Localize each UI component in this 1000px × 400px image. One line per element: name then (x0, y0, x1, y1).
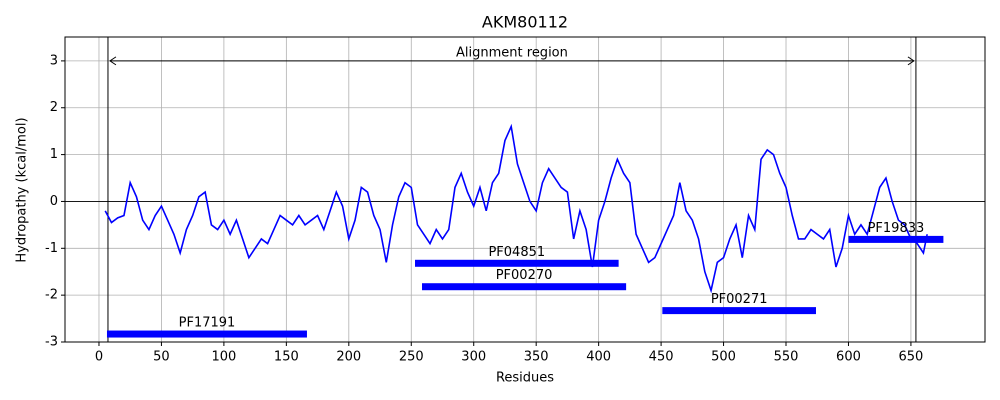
x-axis-label: Residues (496, 371, 554, 386)
y-tick-label: 0 (50, 194, 58, 209)
x-tick-label: 300 (461, 350, 486, 365)
x-tick-label: 150 (274, 350, 299, 365)
domain-label: PF00270 (496, 268, 553, 283)
domain-label: PF04851 (488, 245, 545, 260)
y-axis-label: Hydropathy (kcal/mol) (15, 117, 30, 262)
x-tick-label: 350 (524, 350, 549, 365)
chart-title: AKM80112 (482, 13, 568, 32)
domain-bar (106, 330, 307, 338)
plot-frame (64, 36, 986, 343)
x-tick-label: 500 (711, 350, 736, 365)
x-tick-label: 550 (774, 350, 799, 365)
x-tick-label: 100 (211, 350, 236, 365)
alignment-label: Alignment region (456, 45, 568, 60)
x-tick-label: 400 (586, 350, 611, 365)
x-tick-label: 0 (95, 350, 103, 365)
domain-label: PF00271 (711, 292, 768, 307)
x-tick-label: 200 (336, 350, 361, 365)
y-tick-label: 1 (50, 147, 58, 162)
domain-bar (422, 283, 627, 291)
y-tick-label: -3 (45, 335, 58, 350)
x-tick-label: 50 (153, 350, 170, 365)
domain-label: PF17191 (179, 316, 236, 331)
x-tick-label: 600 (836, 350, 861, 365)
y-tick-label: -2 (45, 288, 58, 303)
arrow-head (109, 56, 117, 66)
domain-bar (415, 259, 619, 267)
y-tick-label: 3 (50, 53, 58, 68)
domain-bar (662, 307, 816, 315)
hydropathy-line (104, 123, 928, 294)
y-tick-label: 2 (50, 100, 58, 115)
y-tick-label: -1 (45, 241, 58, 256)
arrow-head (907, 56, 915, 66)
x-tick-label: 650 (899, 350, 924, 365)
domain-label: PF19833 (868, 221, 925, 236)
x-tick-label: 250 (399, 350, 424, 365)
x-tick-label: 450 (649, 350, 674, 365)
domain-bar (848, 235, 944, 243)
